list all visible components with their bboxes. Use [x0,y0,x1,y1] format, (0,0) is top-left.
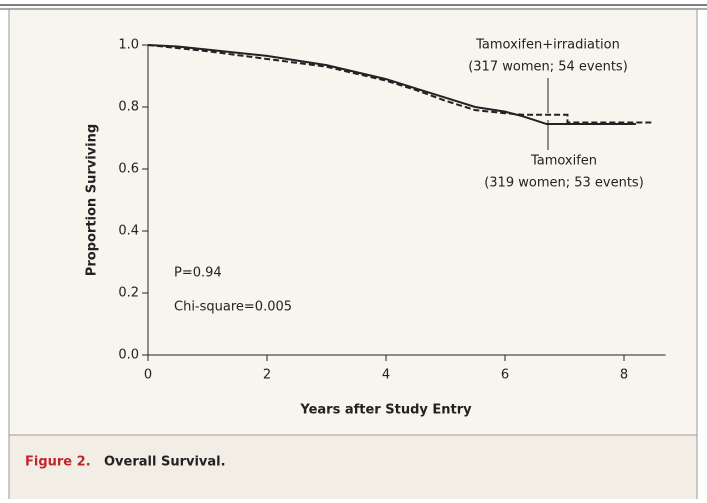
y-tick-label: 0.2 [118,286,139,301]
x-tick-label: 8 [620,368,628,383]
y-tick-label: 0.6 [118,162,139,177]
series-label: Tamoxifen+irradiation [475,38,620,53]
survival-curve [147,44,636,126]
y-tick-label: 1.0 [118,38,139,53]
x-tick-label: 6 [501,368,509,383]
survival-curve [147,44,654,124]
x-tick-label: 4 [382,368,390,383]
annotation: Chi-square=0.005 [174,300,292,315]
x-tick-label: 0 [144,368,152,383]
y-axis-label: Proportion Surviving [85,124,100,276]
series-label: Tamoxifen [530,154,597,169]
figure-label: Figure 2. [25,455,91,470]
x-tick-label: 2 [263,368,271,383]
annotation: P=0.94 [174,266,222,281]
caption: Overall Survival. [104,455,226,470]
caption-panel [9,435,697,499]
series-note: (317 women; 54 events) [468,60,628,75]
x-axis-label: Years after Study Entry [299,403,472,418]
y-tick-label: 0.0 [118,348,139,363]
plot-panel [9,10,697,435]
series-note: (319 women; 53 events) [484,176,644,191]
y-tick-label: 0.4 [118,224,139,239]
y-tick-label: 0.8 [118,100,139,115]
